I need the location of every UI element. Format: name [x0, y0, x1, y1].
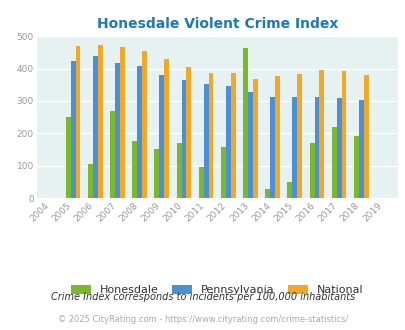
Bar — [119, 47, 124, 198]
Bar — [252, 79, 257, 198]
Bar — [341, 71, 345, 198]
Bar — [88, 164, 93, 198]
Bar — [314, 97, 319, 198]
Bar — [309, 143, 314, 198]
Text: Crime Index corresponds to incidents per 100,000 inhabitants: Crime Index corresponds to incidents per… — [51, 292, 354, 302]
Bar — [181, 80, 186, 198]
Bar — [186, 67, 191, 198]
Bar — [176, 143, 181, 198]
Bar — [198, 167, 203, 198]
Bar — [164, 59, 169, 198]
Bar — [319, 70, 324, 198]
Bar — [353, 136, 358, 198]
Bar — [296, 74, 301, 198]
Bar — [70, 61, 75, 198]
Bar — [142, 51, 147, 198]
Bar — [225, 86, 230, 198]
Bar — [98, 45, 102, 198]
Bar — [93, 56, 98, 198]
Bar — [363, 75, 368, 198]
Bar — [230, 73, 235, 198]
Bar — [132, 141, 137, 198]
Text: © 2025 CityRating.com - https://www.cityrating.com/crime-statistics/: © 2025 CityRating.com - https://www.city… — [58, 315, 347, 324]
Bar — [269, 97, 275, 198]
Bar — [110, 111, 115, 198]
Bar — [358, 100, 363, 198]
Bar — [220, 147, 225, 198]
Bar — [264, 189, 269, 198]
Bar — [137, 66, 142, 198]
Bar — [75, 46, 80, 198]
Bar — [66, 117, 70, 198]
Bar — [247, 92, 252, 198]
Bar — [292, 97, 296, 198]
Bar — [331, 127, 336, 198]
Bar — [336, 98, 341, 198]
Bar — [159, 76, 164, 198]
Legend: Honesdale, Pennsylvania, National: Honesdale, Pennsylvania, National — [68, 281, 366, 299]
Bar — [275, 77, 279, 198]
Bar — [243, 48, 247, 198]
Bar — [287, 182, 292, 198]
Bar — [154, 149, 159, 198]
Title: Honesdale Violent Crime Index: Honesdale Violent Crime Index — [96, 17, 337, 31]
Bar — [203, 84, 208, 198]
Bar — [208, 73, 213, 198]
Bar — [115, 63, 119, 198]
